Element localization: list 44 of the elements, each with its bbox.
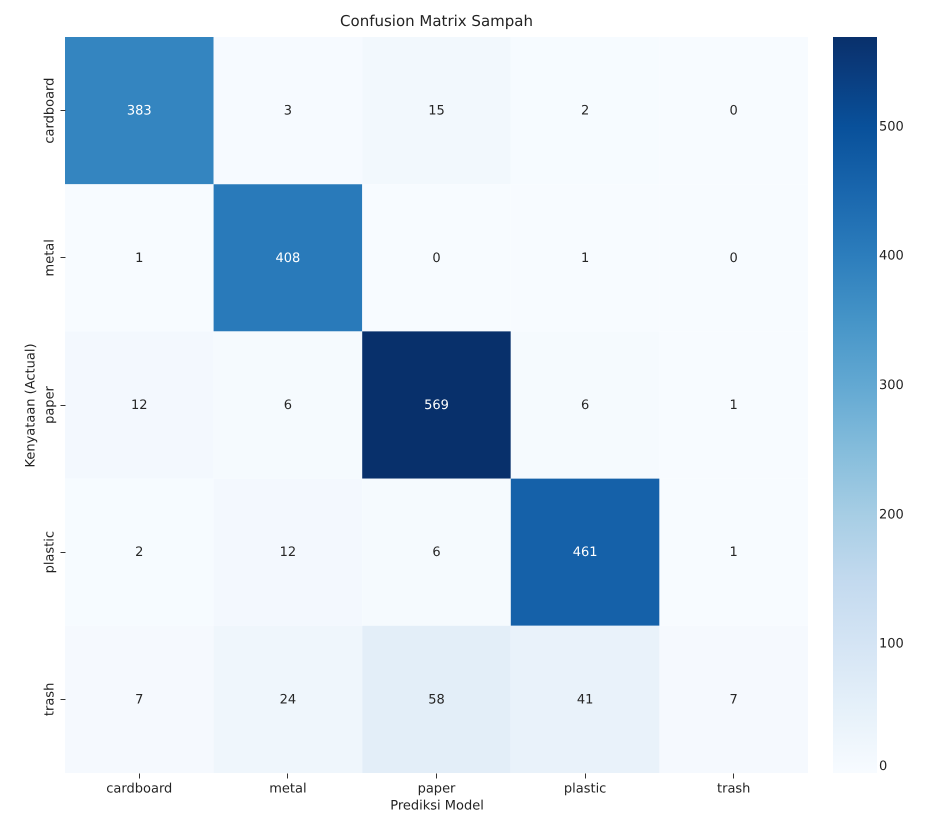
- data-label: 41: [576, 692, 594, 708]
- data-label: 6: [284, 398, 292, 413]
- y-axis-title: Kenyataan (Actual): [24, 343, 38, 468]
- data-label: 7: [730, 692, 738, 708]
- data-label: 1: [135, 250, 144, 266]
- data-label: 569: [424, 398, 449, 413]
- chart-title: Confusion Matrix Sampah: [340, 12, 533, 30]
- color-bar-label: 300: [879, 378, 904, 393]
- y-tick-label: trash: [42, 682, 58, 716]
- data-label: 0: [730, 104, 738, 119]
- x-tick-label: cardboard: [106, 782, 172, 796]
- data-label: 1: [730, 545, 738, 560]
- x-tick-label: plastic: [564, 782, 606, 796]
- data-label: 15: [428, 104, 445, 119]
- data-label: 3: [284, 104, 292, 119]
- x-axis-title: Prediksi Model: [390, 798, 484, 814]
- color-bar-label: 0: [879, 759, 888, 774]
- y-tick-label: paper: [42, 385, 58, 424]
- data-label: 0: [432, 250, 441, 266]
- x-tick-label: paper: [418, 782, 456, 796]
- data-label: 58: [428, 692, 445, 708]
- y-tick-label: plastic: [42, 530, 58, 574]
- color-bar-label: 500: [879, 119, 904, 134]
- data-label: 2: [580, 104, 590, 119]
- data-label: 2: [135, 545, 144, 560]
- color-bar-label: 100: [879, 636, 904, 652]
- data-label: 7: [135, 692, 144, 708]
- y-tick-label: cardboard: [42, 78, 58, 144]
- color-bar-label: 200: [879, 507, 904, 522]
- data-label: 12: [131, 398, 148, 413]
- x-tick-label: metal: [269, 782, 307, 796]
- data-label: 1: [580, 250, 590, 266]
- data-label: 6: [432, 545, 441, 560]
- data-label: 24: [280, 692, 296, 708]
- data-label: 461: [572, 545, 598, 560]
- data-label: 0: [730, 250, 738, 266]
- data-label: 6: [580, 398, 590, 413]
- x-tick-label: trash: [716, 782, 750, 796]
- data-label: 1: [730, 398, 738, 413]
- y-tick-label: metal: [42, 239, 58, 276]
- data-label: 408: [275, 250, 300, 266]
- data-label: 383: [126, 104, 152, 119]
- color-bar-label: 400: [879, 248, 904, 264]
- data-label: 12: [280, 545, 296, 560]
